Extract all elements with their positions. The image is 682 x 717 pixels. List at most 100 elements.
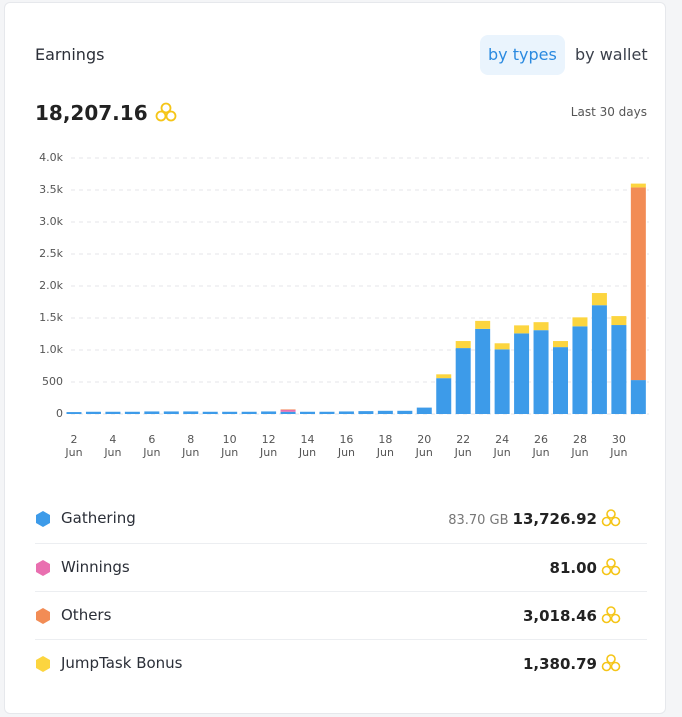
- y-tick-label: 2.5k: [39, 247, 63, 260]
- gathering-size: 83.70 GB: [448, 513, 509, 528]
- total-amount: 81.00: [549, 559, 597, 577]
- bar-segment: [514, 333, 530, 414]
- y-tick-label: 500: [42, 375, 63, 388]
- legend-name: JumpTask Bonus: [61, 654, 183, 672]
- legend-name: Winnings: [61, 558, 130, 576]
- bar-segment: [514, 325, 530, 334]
- bar-segment: [280, 409, 296, 410]
- bar-segment: [105, 411, 121, 414]
- x-tick-label: 28 Jun: [571, 433, 589, 459]
- total: 18,207.16: [35, 101, 177, 125]
- bar-segment: [591, 293, 607, 306]
- legend-row: Winnings 81.00: [35, 543, 647, 592]
- bar-segment: [202, 411, 218, 414]
- card-title: Earnings: [35, 45, 105, 64]
- bar-segment: [611, 316, 627, 326]
- tab-by-wallet[interactable]: by wallet: [575, 45, 648, 64]
- bar-segment: [572, 317, 588, 327]
- total-value: 18,207.16: [35, 101, 148, 125]
- bar-segment: [475, 320, 491, 329]
- coin-icon: [601, 509, 621, 527]
- hexagon: [36, 656, 50, 672]
- total-amount: 13,726.92: [512, 510, 597, 528]
- bar-segment: [377, 410, 393, 414]
- chart: 0 500 1.0k 1.5k 2.0k 2.5k 3.0k 3.5k 4.0k: [39, 151, 649, 420]
- legend-icon: [36, 608, 50, 624]
- bar-segment: [280, 409, 296, 412]
- x-tick-label: 18 Jun: [376, 433, 394, 459]
- bar-segment: [630, 187, 646, 381]
- legend-name: Gathering: [61, 509, 136, 527]
- bar-segment: [436, 374, 452, 379]
- coin-icon: [155, 102, 176, 122]
- y-tick-label: 3.0k: [39, 215, 63, 228]
- legend-amount: 3,018.46: [523, 606, 621, 625]
- bar-segment: [261, 411, 277, 414]
- x-tick-label: 26 Jun: [532, 433, 550, 459]
- bar-segment: [494, 349, 510, 414]
- period: Last 30 days: [570, 105, 647, 119]
- bar-segment: [553, 341, 568, 348]
- legend-row: Gathering 83.70 GB 13,726.92: [35, 495, 647, 543]
- y-tick-label: 0: [56, 407, 63, 420]
- total-amount: 3,018.46: [522, 607, 597, 625]
- bar-segment: [591, 305, 607, 414]
- bar-segment: [280, 411, 296, 414]
- bar-segment: [241, 411, 257, 414]
- bar-segment: [572, 326, 588, 414]
- bar-segment: [533, 322, 549, 331]
- bar-segment: [144, 411, 160, 414]
- bar-segment: [533, 330, 549, 414]
- x-tick-label: 4 Jun: [104, 433, 122, 459]
- x-tick-label: 22 Jun: [454, 433, 472, 459]
- total-amount: 1,380.79: [522, 655, 597, 673]
- tab-by-types[interactable]: by types: [480, 35, 565, 75]
- bar-segment: [124, 411, 140, 414]
- bar-segment: [630, 183, 646, 188]
- bar-segment: [611, 325, 627, 414]
- legend-amount: 83.70 GB 13,726.92: [448, 509, 621, 528]
- bar-segment: [416, 407, 432, 414]
- legend-row: Others 3,018.46: [35, 591, 647, 640]
- bar-segment: [222, 411, 238, 414]
- legend-icon: [36, 560, 50, 576]
- bar-segment: [85, 411, 101, 414]
- earnings-card: Earnings by types by wallet 18,207.16 La…: [4, 2, 666, 714]
- x-tick-label: 14 Jun: [298, 433, 317, 459]
- x-tick-label: 12 Jun: [260, 433, 278, 459]
- bar-segment: [397, 410, 413, 414]
- coin-icon: [601, 558, 621, 576]
- legend-row: JumpTask Bonus 1,380.79: [35, 639, 647, 688]
- legend-amount: 81.00: [550, 558, 621, 577]
- hexagon: [36, 560, 50, 576]
- y-tick-label: 2.0k: [39, 279, 63, 292]
- y-tick-label: 1.5k: [39, 311, 63, 324]
- coin-icon: [601, 606, 621, 624]
- bar-segment: [66, 412, 82, 414]
- bar-segment: [183, 411, 199, 414]
- x-tick-label: 2 Jun: [65, 433, 83, 459]
- bar-segment: [319, 411, 335, 414]
- bar-segment: [163, 411, 179, 414]
- bar-segment: [553, 347, 568, 414]
- x-tick-label: 8 Jun: [182, 433, 200, 459]
- bar-segment: [475, 328, 491, 414]
- x-tick-label: 16 Jun: [337, 433, 356, 459]
- x-tick-label: 6 Jun: [143, 433, 161, 459]
- legend-icon: [36, 511, 50, 527]
- legend-icon: [36, 656, 50, 672]
- bar-segment: [300, 411, 316, 414]
- y-tick-label: 3.5k: [39, 183, 63, 196]
- bar-segment: [630, 380, 646, 414]
- bar-segment: [494, 343, 510, 350]
- bar-segment: [436, 378, 452, 414]
- x-tick-label: 20 Jun: [415, 433, 433, 459]
- bar-segment: [358, 411, 374, 414]
- bar-segment: [455, 341, 471, 349]
- x-tick-label: 30 Jun: [610, 433, 628, 459]
- y-tick-label: 1.0k: [39, 343, 63, 356]
- x-tick-label: 24 Jun: [493, 433, 511, 459]
- legend-amount: 1,380.79: [523, 654, 621, 673]
- coin-icon: [601, 654, 621, 672]
